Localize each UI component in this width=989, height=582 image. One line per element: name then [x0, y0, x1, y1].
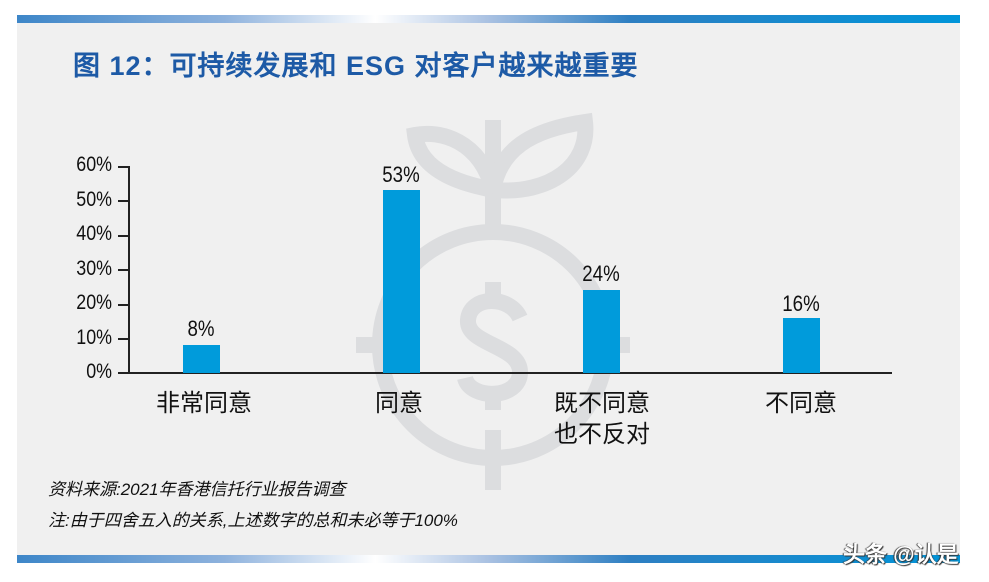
y-tick: [118, 304, 129, 306]
y-tick: [118, 166, 129, 168]
source-note: 资料来源:2021年香港信托行业报告调查: [48, 480, 346, 499]
rounding-note: 注:由于四舍五入的关系,上述数字的总和未必等于100%: [48, 511, 458, 530]
category-label-line: 也不反对: [554, 421, 650, 448]
value-label: 53%: [382, 162, 420, 187]
y-tick-label: 20%: [76, 291, 112, 314]
y-tick-label: 10%: [76, 326, 112, 349]
y-tick: [118, 200, 129, 202]
top-gradient-bar: [17, 15, 960, 23]
category-label: 不同意: [721, 388, 881, 419]
x-axis: [118, 372, 892, 374]
y-axis: [128, 166, 130, 374]
y-tick-label: 60%: [76, 153, 112, 176]
watermark-text: 头条 @认是: [843, 542, 959, 567]
y-tick: [118, 338, 129, 340]
value-label: 16%: [782, 291, 820, 316]
category-label-line: 同意: [375, 390, 423, 417]
y-tick-label: 40%: [76, 222, 112, 245]
y-tick-label: 50%: [76, 188, 112, 211]
category-label: 非常同意: [124, 388, 284, 419]
bar-neutral: [583, 290, 620, 373]
bottom-gradient-bar: [17, 555, 960, 563]
category-label: 同意: [319, 388, 479, 419]
chart-title: 图 12：可持续发展和 ESG 对客户越来越重要: [73, 51, 639, 81]
bar-agree: [383, 190, 420, 373]
category-label-line: 不同意: [765, 390, 837, 417]
bar-strongly-agree: [183, 345, 220, 373]
y-tick-label: 30%: [76, 257, 112, 280]
y-tick-label: 0%: [86, 360, 112, 383]
y-tick: [118, 235, 129, 237]
sustainability-dollar-icon: [356, 112, 630, 490]
y-tick: [118, 269, 129, 271]
category-label-line: 既不同意: [554, 390, 650, 417]
category-label-line: 非常同意: [156, 390, 252, 417]
value-label: 8%: [187, 316, 215, 341]
value-label: 24%: [582, 261, 620, 286]
category-label: 既不同意 也不反对: [522, 388, 682, 450]
bar-disagree: [783, 318, 820, 373]
